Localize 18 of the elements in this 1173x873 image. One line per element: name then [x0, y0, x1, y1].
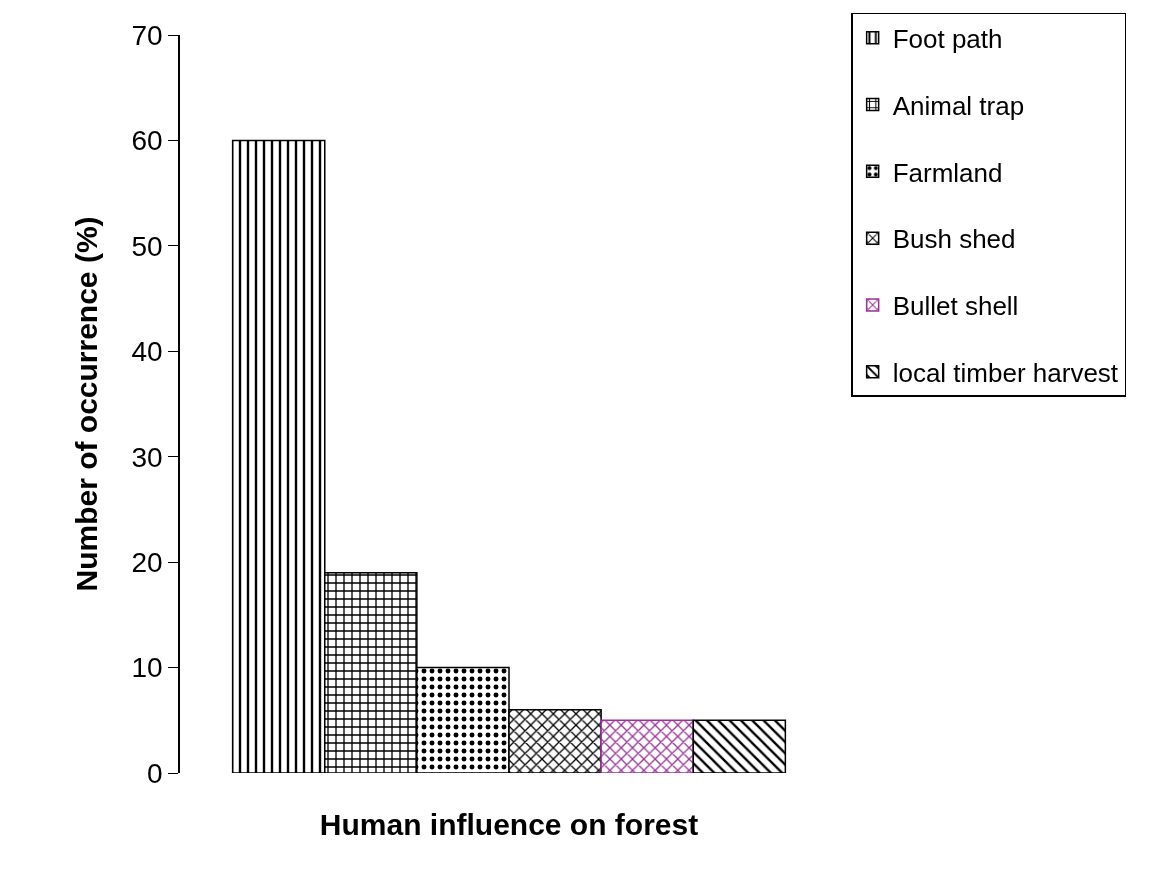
bar [692, 719, 787, 773]
text: Farmland [892, 157, 1003, 188]
y-tick-label: 10 [131, 652, 163, 684]
y-tick-label: 40 [131, 336, 163, 368]
y-axis-title: Number of occurrence (%) [69, 216, 103, 592]
y-tick-label: 50 [131, 230, 163, 262]
y-tick-label: 60 [131, 125, 163, 157]
y-tick-label: 20 [131, 546, 163, 578]
text: Bush shed [892, 224, 1016, 255]
text: Foot path [892, 23, 1003, 54]
y-tick-label: 70 [131, 19, 163, 51]
text: Animal trap [892, 90, 1025, 121]
bar [600, 719, 694, 773]
text: local timber harvest [892, 357, 1119, 388]
x-axis-title: Human influence on forest [319, 807, 699, 841]
y-tick-label: 30 [131, 441, 163, 473]
text: Bullet shell [892, 291, 1019, 322]
y-tick-label: 0 [147, 757, 163, 789]
